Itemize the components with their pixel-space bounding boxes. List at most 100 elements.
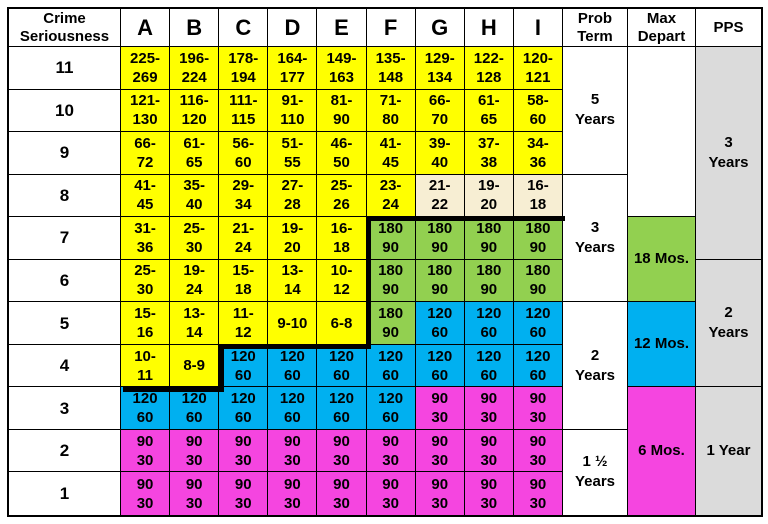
cell-C-11: 178- 194 bbox=[219, 47, 269, 90]
cell-line: 90 bbox=[529, 390, 547, 408]
cell-line: 1 ½ bbox=[582, 453, 608, 471]
cell-line: 225- bbox=[130, 49, 161, 67]
cell-line: 5 bbox=[590, 91, 600, 109]
cell-line: 116- bbox=[179, 92, 209, 110]
cell-line: D bbox=[284, 14, 301, 40]
cell-line: 41- bbox=[134, 177, 156, 195]
cell-line: 10- bbox=[134, 347, 156, 365]
cell-A-11: 225- 269 bbox=[121, 47, 171, 90]
cell-line: 56- bbox=[232, 134, 255, 152]
cell-D-8: 27- 28 bbox=[268, 174, 318, 218]
cell-line: 128 bbox=[476, 68, 502, 86]
cell-A-9: 66- 72 bbox=[121, 132, 171, 175]
cell-line: 60 bbox=[284, 409, 301, 427]
cell-line: 11 bbox=[55, 58, 74, 78]
cell-line: 70 bbox=[431, 111, 449, 129]
cell-line: 30 bbox=[185, 451, 203, 469]
cell-line: 60 bbox=[234, 153, 252, 171]
cell-F-11: 135- 148 bbox=[366, 47, 416, 90]
cell-D-3: 120 60 bbox=[268, 387, 318, 430]
row-label-6: 6 bbox=[9, 259, 121, 303]
cell-line: 10- bbox=[330, 262, 353, 280]
cell-line: 60 bbox=[529, 366, 547, 384]
cell-A-8: 41- 45 bbox=[121, 174, 171, 218]
cell-line: 90 bbox=[333, 111, 350, 129]
cell-line: 29- bbox=[232, 177, 255, 195]
cell-A-4: 10- 11 bbox=[121, 344, 171, 388]
cell-C-9: 56- 60 bbox=[219, 132, 269, 175]
cell-line: 9 bbox=[59, 143, 70, 163]
cell-G-2: 90 30 bbox=[415, 429, 465, 473]
cell-E-10: 81- 90 bbox=[317, 89, 367, 133]
cell-A-5: 15- 16 bbox=[121, 302, 171, 345]
cell-G-9: 39- 40 bbox=[415, 132, 465, 175]
cell-H-8: 19- 20 bbox=[464, 174, 514, 218]
cell-line: 30 bbox=[185, 494, 203, 512]
cell-A-3: 120 60 bbox=[121, 387, 171, 430]
cell-line: 19- bbox=[477, 177, 500, 195]
header-line: Seriousness bbox=[19, 27, 110, 45]
cell-D-5: 9-10 bbox=[268, 302, 318, 345]
cell-line: Years bbox=[708, 153, 749, 171]
cell-line: 2 bbox=[59, 441, 70, 461]
cell-line: 120 bbox=[476, 347, 502, 365]
cell-C-6: 15- 18 bbox=[219, 259, 269, 303]
cell-line: H bbox=[480, 14, 497, 40]
cell-line: 60 bbox=[431, 366, 449, 384]
header-line: PPS bbox=[713, 18, 744, 36]
cell-line: 51- bbox=[281, 134, 304, 152]
max-depart-header: Max Depart bbox=[627, 9, 696, 47]
cell-line: 90 bbox=[284, 432, 301, 450]
cell-line: 110 bbox=[280, 111, 305, 129]
cell-D-7: 19- 20 bbox=[268, 217, 318, 260]
cell-line: 178- bbox=[228, 49, 259, 67]
cell-line: 180 bbox=[476, 262, 502, 280]
cell-line: 90 bbox=[431, 238, 449, 256]
cell-line: 90 bbox=[382, 324, 399, 342]
cell-line: 13- bbox=[281, 262, 304, 280]
cell-G-10: 66- 70 bbox=[415, 89, 465, 133]
cell-B-9: 61- 65 bbox=[170, 132, 220, 175]
cell-line: 6-8 bbox=[330, 314, 353, 332]
cell-line: 120 bbox=[181, 111, 207, 129]
cell-G-6: 180 90 bbox=[415, 259, 465, 303]
cell-line: 90 bbox=[480, 390, 498, 408]
cell-line: 28 bbox=[284, 196, 301, 214]
cell-C-1: 90 30 bbox=[219, 472, 269, 515]
cell-H-4: 120 60 bbox=[464, 344, 514, 388]
cell-line: 30 bbox=[431, 409, 449, 427]
cell-line: 196- bbox=[179, 49, 210, 67]
cell-line: 60 bbox=[284, 366, 301, 384]
cell-line: 12 bbox=[234, 324, 252, 342]
cell-line: 90 bbox=[185, 475, 203, 493]
pps-header: PPS bbox=[695, 9, 761, 47]
cell-line: 60 bbox=[480, 366, 498, 384]
cell-line: 60 bbox=[529, 111, 547, 129]
cell-line: 18 bbox=[234, 281, 252, 299]
cell-line: 30 bbox=[529, 409, 547, 427]
cell-line: 22 bbox=[431, 196, 449, 214]
cell-line: 16- bbox=[527, 177, 549, 195]
cell-A-7: 31- 36 bbox=[121, 217, 171, 260]
cell-C-10: 111- 115 bbox=[219, 89, 269, 133]
cell-line: 90 bbox=[431, 432, 449, 450]
header-line: Term bbox=[577, 27, 613, 45]
cell-line: 180 bbox=[427, 219, 453, 237]
cell-line: 18 bbox=[529, 196, 547, 214]
cell-line: A bbox=[137, 14, 153, 40]
cell-line: 90 bbox=[382, 475, 399, 493]
cell-D-10: 91- 110 bbox=[268, 89, 318, 133]
cell-G-1: 90 30 bbox=[415, 472, 465, 515]
cell-H-2: 90 30 bbox=[464, 429, 514, 473]
sentencing-guidelines-grid: Crime Seriousness Prob Term Max Depart P… bbox=[7, 7, 763, 517]
cell-line: 30 bbox=[382, 451, 399, 469]
cell-line: 90 bbox=[529, 238, 547, 256]
crime-seriousness-header: Crime Seriousness bbox=[9, 9, 121, 47]
cell-I-3: 90 30 bbox=[513, 387, 563, 430]
cell-line: 15- bbox=[134, 305, 156, 323]
cell-line: 120 bbox=[378, 390, 404, 408]
cell-line: 90 bbox=[234, 432, 252, 450]
cell-line: 16- bbox=[330, 219, 353, 237]
cell-line: 90 bbox=[284, 475, 301, 493]
cell-line: 30 bbox=[480, 451, 498, 469]
